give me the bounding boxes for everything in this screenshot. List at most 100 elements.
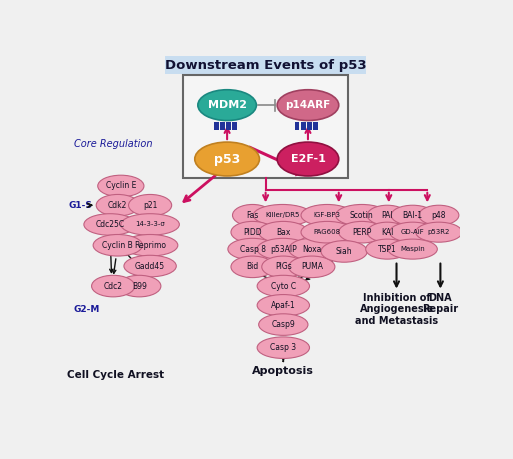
Text: Cyto C: Cyto C (271, 281, 296, 291)
Text: p21: p21 (143, 201, 157, 210)
FancyBboxPatch shape (313, 122, 318, 130)
FancyArrowPatch shape (255, 275, 271, 282)
Text: MDM2: MDM2 (208, 100, 247, 110)
Text: Cdk2: Cdk2 (108, 201, 127, 210)
FancyBboxPatch shape (307, 122, 312, 130)
Ellipse shape (289, 238, 335, 260)
Ellipse shape (336, 204, 388, 226)
Ellipse shape (96, 195, 140, 216)
Ellipse shape (253, 204, 312, 226)
Text: p48: p48 (431, 211, 446, 220)
FancyBboxPatch shape (295, 122, 300, 130)
Text: 14-3-3-σ: 14-3-3-σ (135, 222, 165, 228)
Ellipse shape (388, 239, 437, 259)
Text: Siah: Siah (336, 247, 352, 256)
Ellipse shape (257, 337, 309, 358)
Ellipse shape (118, 275, 161, 297)
Ellipse shape (301, 221, 353, 243)
Ellipse shape (228, 238, 277, 260)
Text: Casp 3: Casp 3 (270, 343, 297, 352)
Text: Bid: Bid (246, 263, 259, 271)
Ellipse shape (277, 90, 339, 121)
Ellipse shape (321, 241, 367, 262)
Text: GD-AiF: GD-AiF (401, 229, 425, 235)
FancyBboxPatch shape (165, 56, 366, 74)
FancyBboxPatch shape (183, 75, 348, 178)
Ellipse shape (84, 214, 136, 235)
Text: TSP1: TSP1 (378, 245, 397, 254)
Text: PUMA: PUMA (301, 263, 323, 271)
Text: Noxa: Noxa (302, 245, 322, 254)
FancyBboxPatch shape (226, 122, 231, 130)
Ellipse shape (98, 175, 144, 197)
Text: PIDD: PIDD (243, 228, 262, 237)
Text: Casp9: Casp9 (271, 320, 295, 329)
Ellipse shape (391, 205, 434, 225)
Ellipse shape (289, 256, 335, 278)
Text: Cdc25C: Cdc25C (95, 220, 125, 229)
Text: PERP: PERP (352, 228, 371, 237)
Text: Inhibition of: Inhibition of (363, 293, 430, 302)
Text: Angiogenesis: Angiogenesis (360, 304, 433, 314)
Ellipse shape (419, 205, 459, 225)
FancyBboxPatch shape (214, 122, 219, 130)
Ellipse shape (339, 221, 385, 243)
Ellipse shape (389, 222, 436, 242)
Ellipse shape (195, 142, 260, 176)
Ellipse shape (257, 275, 309, 297)
Ellipse shape (301, 204, 353, 226)
Text: B99: B99 (132, 281, 147, 291)
Ellipse shape (257, 295, 309, 316)
Ellipse shape (367, 222, 407, 242)
Ellipse shape (367, 205, 407, 225)
Ellipse shape (232, 204, 272, 226)
Ellipse shape (277, 142, 339, 176)
Ellipse shape (259, 314, 308, 336)
Text: G2-M: G2-M (74, 305, 100, 313)
Ellipse shape (366, 239, 409, 259)
Ellipse shape (259, 221, 308, 243)
Text: IGF-BP3: IGF-BP3 (314, 212, 341, 218)
Text: Apaf-1: Apaf-1 (271, 301, 295, 310)
Text: G1-S: G1-S (69, 201, 93, 210)
Text: Reprimo: Reprimo (134, 241, 166, 250)
Ellipse shape (92, 275, 135, 297)
Text: Cell Cycle Arrest: Cell Cycle Arrest (67, 369, 164, 380)
Ellipse shape (129, 195, 172, 216)
Text: DNA: DNA (428, 293, 452, 302)
Text: PAI: PAI (382, 211, 393, 220)
Text: E2F-1: E2F-1 (290, 154, 325, 164)
Text: Cyclin E: Cyclin E (106, 181, 136, 190)
FancyBboxPatch shape (301, 122, 306, 130)
Text: p14ARF: p14ARF (285, 100, 330, 110)
Text: Bax: Bax (276, 228, 290, 237)
Text: Casp 8: Casp 8 (240, 245, 266, 254)
Text: Apoptosis: Apoptosis (252, 366, 314, 376)
Ellipse shape (123, 235, 178, 256)
Text: BAI-1: BAI-1 (403, 211, 423, 220)
Ellipse shape (121, 214, 180, 235)
Ellipse shape (231, 221, 274, 243)
Text: p53: p53 (214, 152, 240, 166)
Ellipse shape (416, 222, 462, 242)
Text: Killer/DR5: Killer/DR5 (265, 212, 300, 218)
Text: Repair: Repair (422, 304, 459, 314)
Text: Fas: Fas (246, 211, 259, 220)
Text: Maspin: Maspin (400, 246, 425, 252)
Text: Downstream Events of p53: Downstream Events of p53 (165, 59, 366, 73)
Ellipse shape (93, 235, 143, 256)
Text: Gadd45: Gadd45 (135, 262, 165, 270)
Text: p53AIP: p53AIP (270, 245, 297, 254)
Text: Cyclin B: Cyclin B (103, 241, 133, 250)
Ellipse shape (198, 90, 256, 121)
Text: Cdc2: Cdc2 (104, 281, 123, 291)
Text: Scotin: Scotin (350, 211, 374, 220)
Text: Core Regulation: Core Regulation (74, 139, 152, 149)
FancyBboxPatch shape (220, 122, 225, 130)
Text: KAI: KAI (381, 228, 393, 237)
Ellipse shape (262, 256, 305, 278)
Ellipse shape (231, 256, 274, 278)
Text: PIGs: PIGs (275, 263, 292, 271)
Text: p53R2: p53R2 (428, 229, 450, 235)
Text: and Metastasis: and Metastasis (355, 316, 438, 326)
